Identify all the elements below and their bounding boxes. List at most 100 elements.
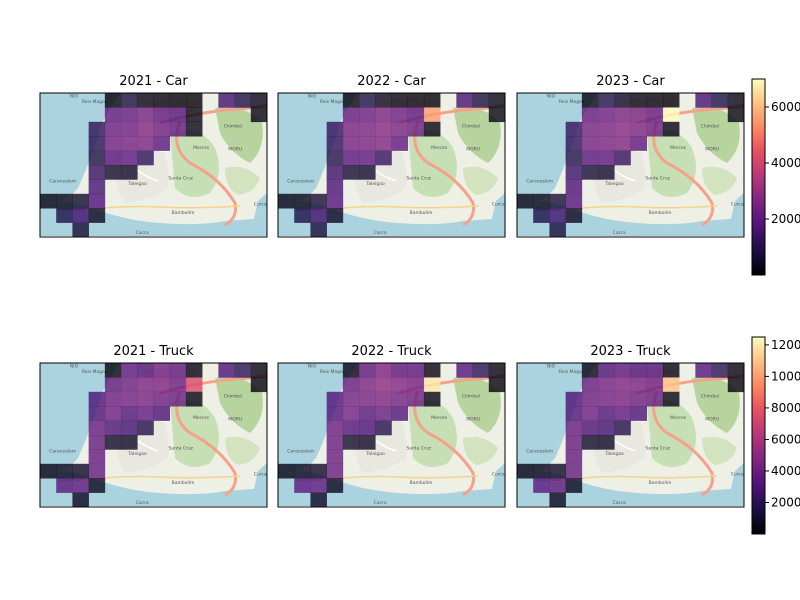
heatmap-cell xyxy=(56,478,73,493)
map-panel: Reis Magos Chimbel Merces Santa Cruz Taleiga… xyxy=(515,74,746,238)
map-label: Cacra xyxy=(613,230,626,236)
heatmap-cell xyxy=(342,93,360,108)
map-label: MORU xyxy=(466,417,480,423)
heatmap-cell xyxy=(598,121,615,137)
heatmap-cell xyxy=(598,377,615,393)
heatmap-cell xyxy=(581,435,599,450)
heatmap-cell xyxy=(662,377,680,393)
heatmap-cell xyxy=(169,107,187,123)
heatmap-cell xyxy=(185,377,203,393)
heatmap-cell xyxy=(137,136,154,151)
heatmap-cell xyxy=(391,121,409,137)
heatmap-cell xyxy=(533,208,550,223)
map-label: Chimbel xyxy=(462,394,481,400)
heatmap-cell xyxy=(185,107,203,123)
heatmap-cell xyxy=(359,165,376,180)
heatmap-cell xyxy=(121,150,138,166)
panel-frame xyxy=(277,92,506,238)
heatmap-cell xyxy=(423,391,441,407)
heatmap-cell xyxy=(598,435,615,450)
heatmap-cell xyxy=(375,136,392,151)
colorbar-tick-label: 6000 xyxy=(771,432,800,446)
map-label: Reis Magos xyxy=(320,369,346,375)
heatmap-cell xyxy=(711,363,729,378)
heatmap-cell xyxy=(565,391,583,407)
heatmap-cell xyxy=(342,121,360,137)
map-label: Reis Magos xyxy=(559,369,585,375)
heatmap-cell xyxy=(121,93,138,108)
heatmap-cell xyxy=(153,121,171,137)
heatmap-cell xyxy=(359,107,376,123)
heatmap-cell xyxy=(88,165,106,180)
heatmap-cell xyxy=(565,150,583,166)
map-label: Santa Cruz xyxy=(406,445,431,451)
heatmap-cell xyxy=(72,492,89,508)
heatmap-cell xyxy=(88,463,106,479)
colorbar: 2000 4000 6000 xyxy=(751,78,800,276)
heatmap-cell xyxy=(169,93,187,108)
heatmap-cell xyxy=(423,377,441,393)
heatmap-cell xyxy=(614,377,631,393)
heatmap-cell xyxy=(630,377,648,393)
heatmap-cell xyxy=(375,377,392,393)
heatmap-cell xyxy=(391,107,409,123)
map-label: Bambolim xyxy=(172,480,195,486)
heatmap-cell xyxy=(342,363,360,378)
map-label: NIO xyxy=(308,363,317,369)
heatmap-cell xyxy=(517,463,534,479)
heatmap-cell xyxy=(581,420,599,436)
heatmap-cell xyxy=(407,107,425,123)
heatmap-cell xyxy=(391,93,409,108)
heatmap-cell xyxy=(104,420,122,436)
map-label: Cacra xyxy=(136,500,149,506)
heatmap-cell xyxy=(250,107,268,123)
map-label: Merces xyxy=(670,145,687,151)
heatmap-cell xyxy=(581,107,599,123)
map-label: Taleigao xyxy=(365,181,385,187)
heatmap-cell xyxy=(630,93,648,108)
heatmap-cell xyxy=(695,363,712,378)
heatmap-cell xyxy=(630,121,648,137)
heatmap-cell xyxy=(598,136,615,151)
heatmap-cell xyxy=(250,363,268,378)
heatmap-cell xyxy=(423,107,441,123)
heatmap-cell xyxy=(121,121,138,137)
heatmap-cell xyxy=(185,121,203,137)
heatmap-cell xyxy=(488,93,506,108)
heatmap-cell xyxy=(104,406,122,421)
heatmap-cell xyxy=(137,93,154,108)
map-panel: Reis Magos Chimbel Merces Santa Cruz Taleiga… xyxy=(515,344,746,508)
heatmap-cell xyxy=(614,420,631,436)
heatmap-cell xyxy=(359,406,376,421)
heatmap-cell xyxy=(581,150,599,166)
heatmap-cell xyxy=(533,478,550,493)
colorbar-tick-label: 4000 xyxy=(771,464,800,478)
heatmap-cell xyxy=(121,406,138,421)
heatmap-cell xyxy=(598,363,615,378)
heatmap-cell xyxy=(169,363,187,378)
heatmap-cell xyxy=(533,193,550,209)
heatmap-cell xyxy=(88,449,106,465)
heatmap-cell xyxy=(326,449,344,465)
heatmap-cell xyxy=(614,107,631,123)
heatmap-cell xyxy=(104,377,122,393)
heatmap-cell xyxy=(56,463,73,479)
heatmap-cell xyxy=(407,391,425,407)
heatmap-cell xyxy=(153,406,171,421)
heatmap-cell xyxy=(137,107,154,123)
map-panel: Reis Magos Chimbel Merces Santa Cruz Taleiga… xyxy=(38,344,269,508)
heatmap-cell xyxy=(153,136,171,151)
heatmap-cell xyxy=(565,208,583,223)
map-label: Taleigao xyxy=(127,451,147,457)
heatmap-cell xyxy=(359,420,376,436)
heatmap-cell xyxy=(294,478,311,493)
heatmap-cell xyxy=(391,391,409,407)
panel-frame xyxy=(516,362,745,508)
heatmap-cell xyxy=(88,193,106,209)
heatmap-cell xyxy=(598,165,615,180)
heatmap-cell xyxy=(342,377,360,393)
heatmap-cell xyxy=(581,363,599,378)
map-label: Taleigao xyxy=(604,451,624,457)
heatmap-cell xyxy=(359,136,376,151)
map-label: Merces xyxy=(431,415,448,421)
